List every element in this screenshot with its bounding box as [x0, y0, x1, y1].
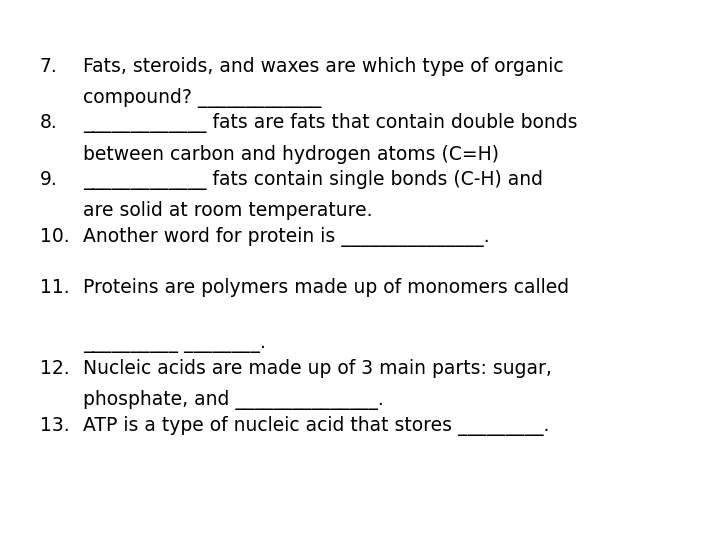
Text: __________ ________.: __________ ________.	[83, 334, 266, 353]
Text: are solid at room temperature.: are solid at room temperature.	[83, 201, 372, 220]
Text: 10.: 10.	[40, 227, 69, 246]
Text: 7.: 7.	[40, 57, 58, 76]
Text: Nucleic acids are made up of 3 main parts: sugar,: Nucleic acids are made up of 3 main part…	[83, 359, 552, 378]
Text: _____________ fats are fats that contain double bonds: _____________ fats are fats that contain…	[83, 113, 577, 133]
Text: between carbon and hydrogen atoms (C=H): between carbon and hydrogen atoms (C=H)	[83, 145, 499, 164]
Text: 12.: 12.	[40, 359, 69, 378]
Text: ATP is a type of nucleic acid that stores _________.: ATP is a type of nucleic acid that store…	[83, 416, 549, 436]
Text: Proteins are polymers made up of monomers called: Proteins are polymers made up of monomer…	[83, 278, 569, 297]
Text: Another word for protein is _______________.: Another word for protein is ____________…	[83, 227, 490, 247]
Text: _____________ fats contain single bonds (C-H) and: _____________ fats contain single bonds …	[83, 170, 543, 190]
Text: phosphate, and _______________.: phosphate, and _______________.	[83, 390, 384, 410]
Text: Fats, steroids, and waxes are which type of organic: Fats, steroids, and waxes are which type…	[83, 57, 564, 76]
Text: 8.: 8.	[40, 113, 58, 132]
Text: 9.: 9.	[40, 170, 58, 189]
Text: 13.: 13.	[40, 416, 69, 435]
Text: 11.: 11.	[40, 278, 69, 297]
Text: compound? _____________: compound? _____________	[83, 88, 321, 108]
